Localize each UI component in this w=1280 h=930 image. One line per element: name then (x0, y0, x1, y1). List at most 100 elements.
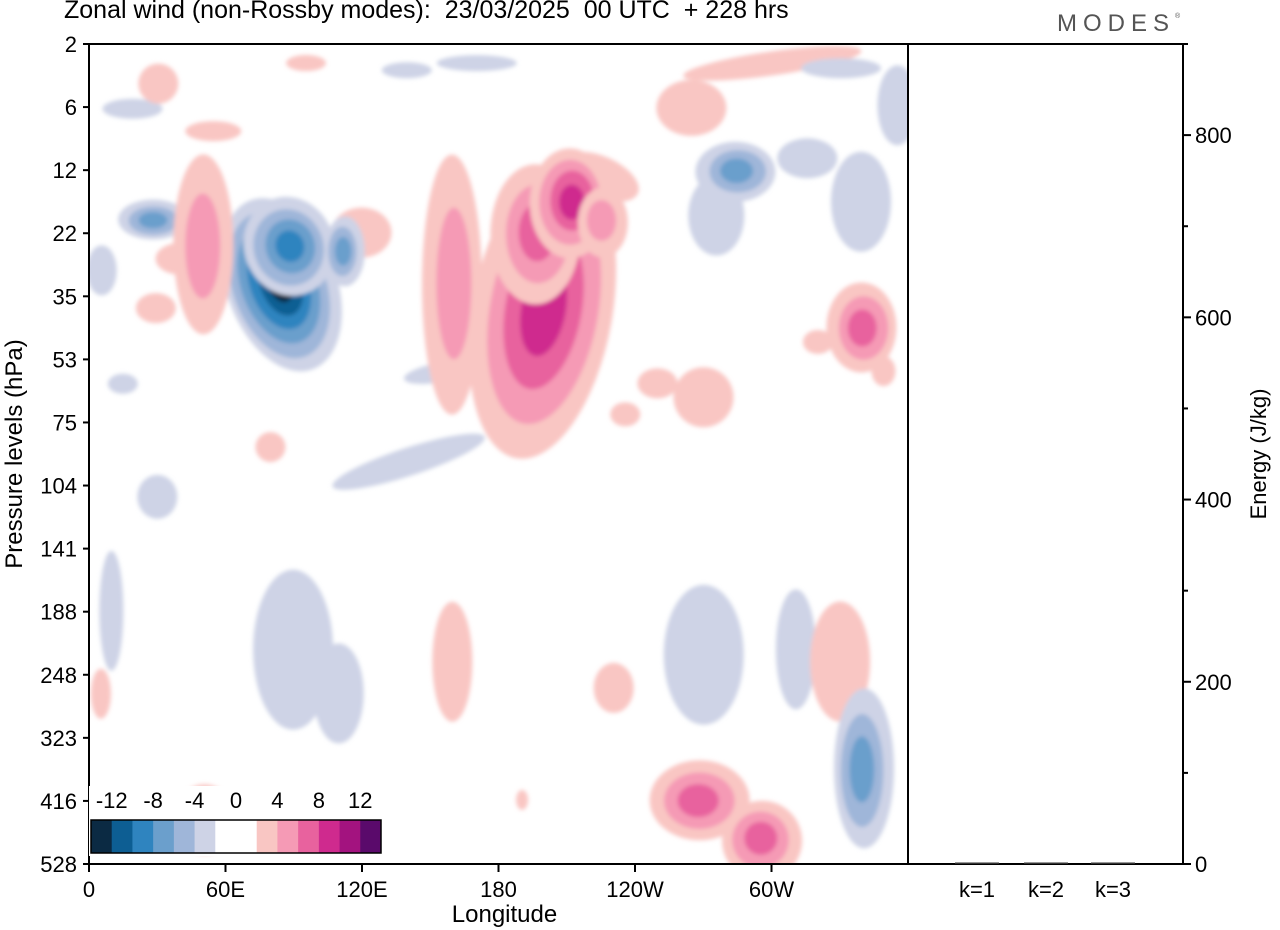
y-tick-label: 141 (40, 537, 77, 562)
energy-tick-label: 800 (1195, 123, 1232, 148)
contour-ring (830, 151, 891, 252)
contour-ring (381, 62, 432, 79)
colorbar-swatch (194, 820, 216, 853)
y-axis-label: Pressure levels (hPa) (1, 339, 28, 568)
colorbar-swatch (236, 820, 258, 853)
energy-bar (955, 862, 999, 864)
contour-ring (138, 211, 168, 229)
energy-tick-label: 400 (1195, 488, 1232, 513)
contour-ring (663, 584, 744, 725)
colorbar-swatch (132, 820, 154, 853)
colorbar-swatch (173, 820, 196, 853)
contour-ring (185, 121, 242, 142)
x-tick-label: 60E (206, 877, 245, 902)
x-axis-label: Longitude (452, 901, 557, 928)
colorbar-label: 0 (230, 788, 242, 813)
colorbar-frame (90, 819, 382, 854)
colorbar-swatch (91, 820, 113, 853)
logo-text: MODES (1057, 10, 1176, 37)
contour-ring (107, 373, 138, 394)
y-tick-label: 12 (53, 158, 77, 183)
contour-ring (877, 65, 908, 146)
contour-ring (89, 245, 117, 296)
contour-ring (744, 821, 778, 855)
contour-ring (255, 432, 286, 463)
contour-ring (586, 200, 617, 241)
contour-ring (90, 668, 111, 719)
colorbar-label: 4 (271, 788, 283, 813)
contour-ring (286, 55, 327, 72)
colorbar-swatch (111, 820, 133, 853)
energy-tick-label: 200 (1195, 670, 1232, 695)
y-tick-label: 22 (53, 221, 77, 246)
colorbar-swatch (256, 820, 278, 853)
energy-axis-label: Energy (J/kg) (1246, 389, 1271, 520)
colorbar-swatch (215, 820, 237, 853)
colorbar-swatch (339, 820, 361, 853)
contour-ring (802, 329, 833, 354)
energy-bar (1024, 862, 1068, 864)
contour-ring (683, 46, 862, 81)
contour-ring (253, 569, 334, 730)
y-tick-label: 528 (40, 852, 77, 877)
energy-category-label: k=2 (1028, 877, 1064, 902)
x-tick-label: 120W (606, 877, 664, 902)
contour-ring (332, 433, 485, 490)
y-tick-label: 2 (65, 32, 77, 57)
colorbar: -12 -8 -4 0 4 8 12 (89, 786, 383, 856)
x-tick-label: 0 (83, 877, 95, 902)
contour-ring (334, 236, 352, 266)
energy-panel: 0 200 400 600 800 Energy (J/kg) k=1 k=2 k=3 (908, 43, 1271, 902)
colorbar-swatch (298, 820, 320, 853)
x-tick-label: 60W (749, 877, 794, 902)
contour-ring (516, 789, 529, 810)
colorbar-label: 8 (313, 788, 325, 813)
energy-category-label: k=3 (1095, 877, 1131, 902)
contour-ring (921, 614, 941, 674)
registered-mark-icon: ® (1175, 13, 1181, 20)
contour-ring (673, 367, 734, 428)
contour-layer (89, 46, 941, 864)
contour-ring (436, 207, 472, 360)
contour-ring (677, 784, 719, 818)
contour-ring (137, 474, 178, 519)
colorbar-swatch (153, 820, 175, 853)
colorbar-swatch (360, 820, 382, 853)
contour-ring (135, 293, 176, 324)
contour-ring (593, 662, 634, 713)
contour-ring (559, 184, 585, 220)
energy-bar (1091, 862, 1135, 864)
contour-ring (775, 589, 816, 710)
colorbar-label: -8 (143, 788, 163, 813)
contour-ring (99, 550, 124, 671)
y-tick-label: 248 (40, 663, 77, 688)
y-tick-label: 188 (40, 600, 77, 625)
energy-category-label: k=1 (959, 877, 995, 902)
colorbar-label: 12 (348, 788, 372, 813)
y-tick-label: 323 (40, 726, 77, 751)
contour-ring (810, 601, 871, 722)
contour-ring (849, 736, 875, 803)
colorbar-swatch (277, 820, 299, 853)
y-tick-label: 6 (65, 95, 77, 120)
colorbar-swatch (318, 820, 341, 853)
contour-ring (847, 309, 877, 347)
contour-field (89, 46, 941, 864)
contour-ring (637, 368, 678, 399)
contour-ring (102, 98, 163, 119)
contour-ring (610, 402, 641, 427)
y-tick-label: 53 (53, 347, 77, 372)
colorbar-label: -12 (96, 788, 128, 813)
contour-ring (656, 79, 727, 136)
y-tick-label: 416 (40, 789, 77, 814)
y-tick-label: 104 (40, 474, 77, 499)
contour-ring (777, 138, 838, 179)
x-tick-label: 120E (336, 877, 387, 902)
contour-ring (138, 63, 179, 104)
contour-ring (801, 58, 882, 79)
contour-ring (432, 601, 473, 722)
colorbar-label: -4 (185, 788, 205, 813)
modes-logo: MODES® (1057, 10, 1180, 38)
